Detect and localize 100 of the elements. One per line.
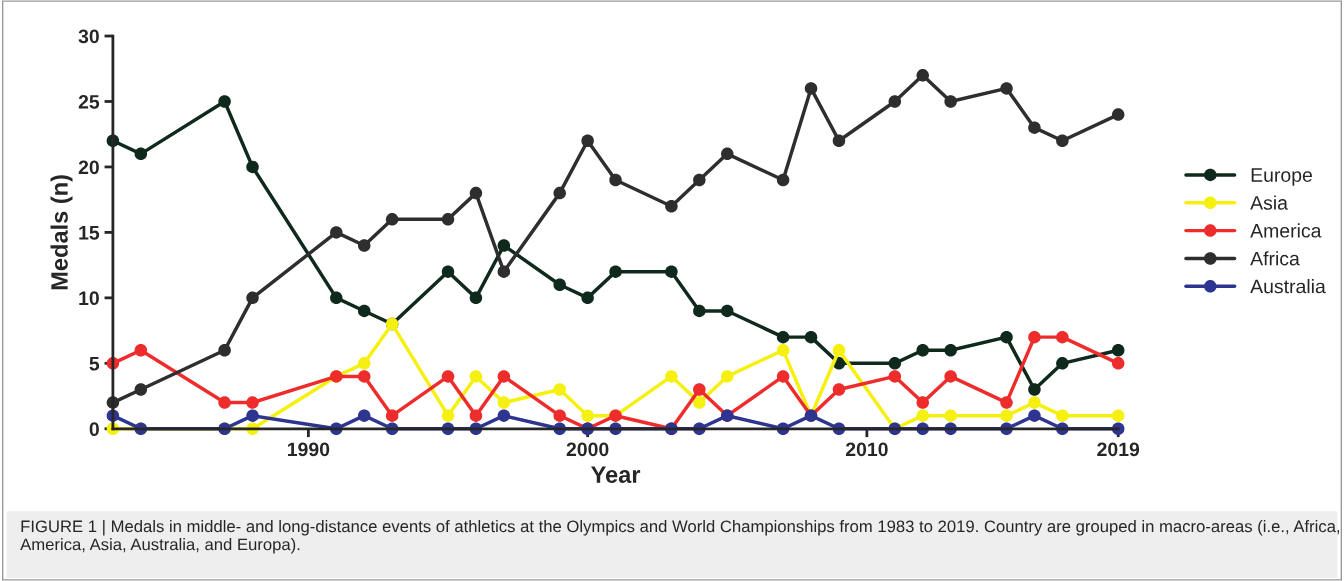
point: [441, 370, 455, 383]
point: [497, 265, 511, 278]
legend-label: Europe: [1251, 168, 1312, 186]
point: [609, 265, 622, 278]
point: [134, 383, 148, 396]
point: [693, 396, 706, 409]
point: [497, 396, 511, 409]
point: [469, 409, 483, 422]
point: [1000, 82, 1013, 95]
point: [1028, 409, 1041, 422]
point: [134, 343, 148, 357]
point: [357, 409, 371, 422]
point: [916, 69, 929, 82]
point: [385, 409, 399, 422]
point: [832, 134, 846, 148]
point: [469, 291, 483, 305]
point: [1111, 409, 1125, 422]
point: [330, 226, 343, 239]
point: [469, 370, 483, 383]
point: [246, 409, 259, 422]
point: [357, 239, 371, 252]
y-tick-label: 10: [79, 291, 99, 306]
point: [134, 147, 148, 161]
point: [581, 409, 594, 422]
point: [944, 95, 957, 108]
point: [1056, 409, 1069, 422]
point: [665, 370, 678, 383]
point: [1000, 396, 1013, 409]
y-tick-label: 25: [78, 94, 100, 109]
point: [1028, 396, 1041, 409]
point: [218, 95, 231, 108]
point: [581, 291, 594, 305]
point: [693, 304, 706, 318]
point: [832, 343, 846, 357]
point: [330, 291, 343, 305]
y-tick-label: 0: [89, 422, 99, 437]
legend-label: America: [1250, 223, 1322, 238]
point: [721, 147, 734, 161]
point: [218, 396, 231, 409]
point: [357, 357, 371, 370]
point: [944, 409, 957, 422]
point: [776, 330, 790, 344]
point: [888, 357, 902, 370]
point: [246, 291, 259, 305]
point: [1028, 121, 1041, 134]
point: [776, 370, 790, 383]
point: [665, 265, 678, 278]
point: [497, 370, 511, 383]
y-tick-label: 5: [89, 356, 100, 371]
point: [665, 199, 678, 213]
point: [693, 383, 706, 396]
point: [888, 370, 902, 383]
point: [776, 173, 790, 187]
legend-label: Asia: [1250, 195, 1288, 210]
point: [609, 173, 622, 187]
x-axis-title: Year: [591, 466, 641, 483]
point: [721, 304, 734, 318]
point: [385, 213, 399, 226]
point: [553, 278, 566, 292]
point: [693, 173, 706, 187]
point: [721, 370, 734, 383]
point: [776, 343, 790, 357]
point: [246, 160, 259, 174]
y-tick-label: 20: [78, 160, 99, 175]
point: [246, 396, 259, 409]
point: [1028, 383, 1041, 396]
x-tick-label: 2010: [845, 442, 888, 457]
point: [916, 396, 929, 409]
y-tick-label: 30: [78, 29, 99, 44]
legend-label: Africa: [1250, 251, 1300, 266]
point: [804, 330, 818, 344]
point: [944, 343, 957, 357]
x-tick-label: 2000: [566, 442, 609, 457]
point: [357, 370, 371, 383]
point: [944, 370, 957, 383]
point: [916, 343, 929, 357]
point: [1056, 134, 1069, 148]
x-tick-label: 1990: [287, 442, 330, 457]
point: [1028, 330, 1041, 344]
y-axis-title: Medals (n): [50, 175, 73, 290]
point: [832, 383, 846, 396]
point: [1056, 357, 1069, 370]
x-tick-label: 2019: [1097, 442, 1140, 457]
point: [497, 409, 511, 422]
point: [441, 265, 455, 278]
point: [553, 383, 566, 396]
point: [218, 343, 231, 357]
point: [497, 239, 511, 252]
point: [357, 304, 371, 318]
point: [888, 95, 902, 108]
point: [441, 409, 455, 422]
point: [553, 186, 566, 200]
point: [1000, 409, 1013, 422]
point: [441, 213, 455, 226]
point: [804, 82, 818, 95]
legend-label: Australia: [1250, 279, 1326, 294]
caption: FIGURE 1 | Medals in middle- and long-distance events of athletics at the Olympics and World Championships from 1983 to 2019. Country are grouped in macro-areas (i.e., Africa, America, Asia, Australia, and Europa).: [20, 519, 1340, 554]
y-tick-label: 15: [79, 226, 100, 240]
point: [1000, 330, 1013, 344]
point: [1111, 357, 1125, 370]
